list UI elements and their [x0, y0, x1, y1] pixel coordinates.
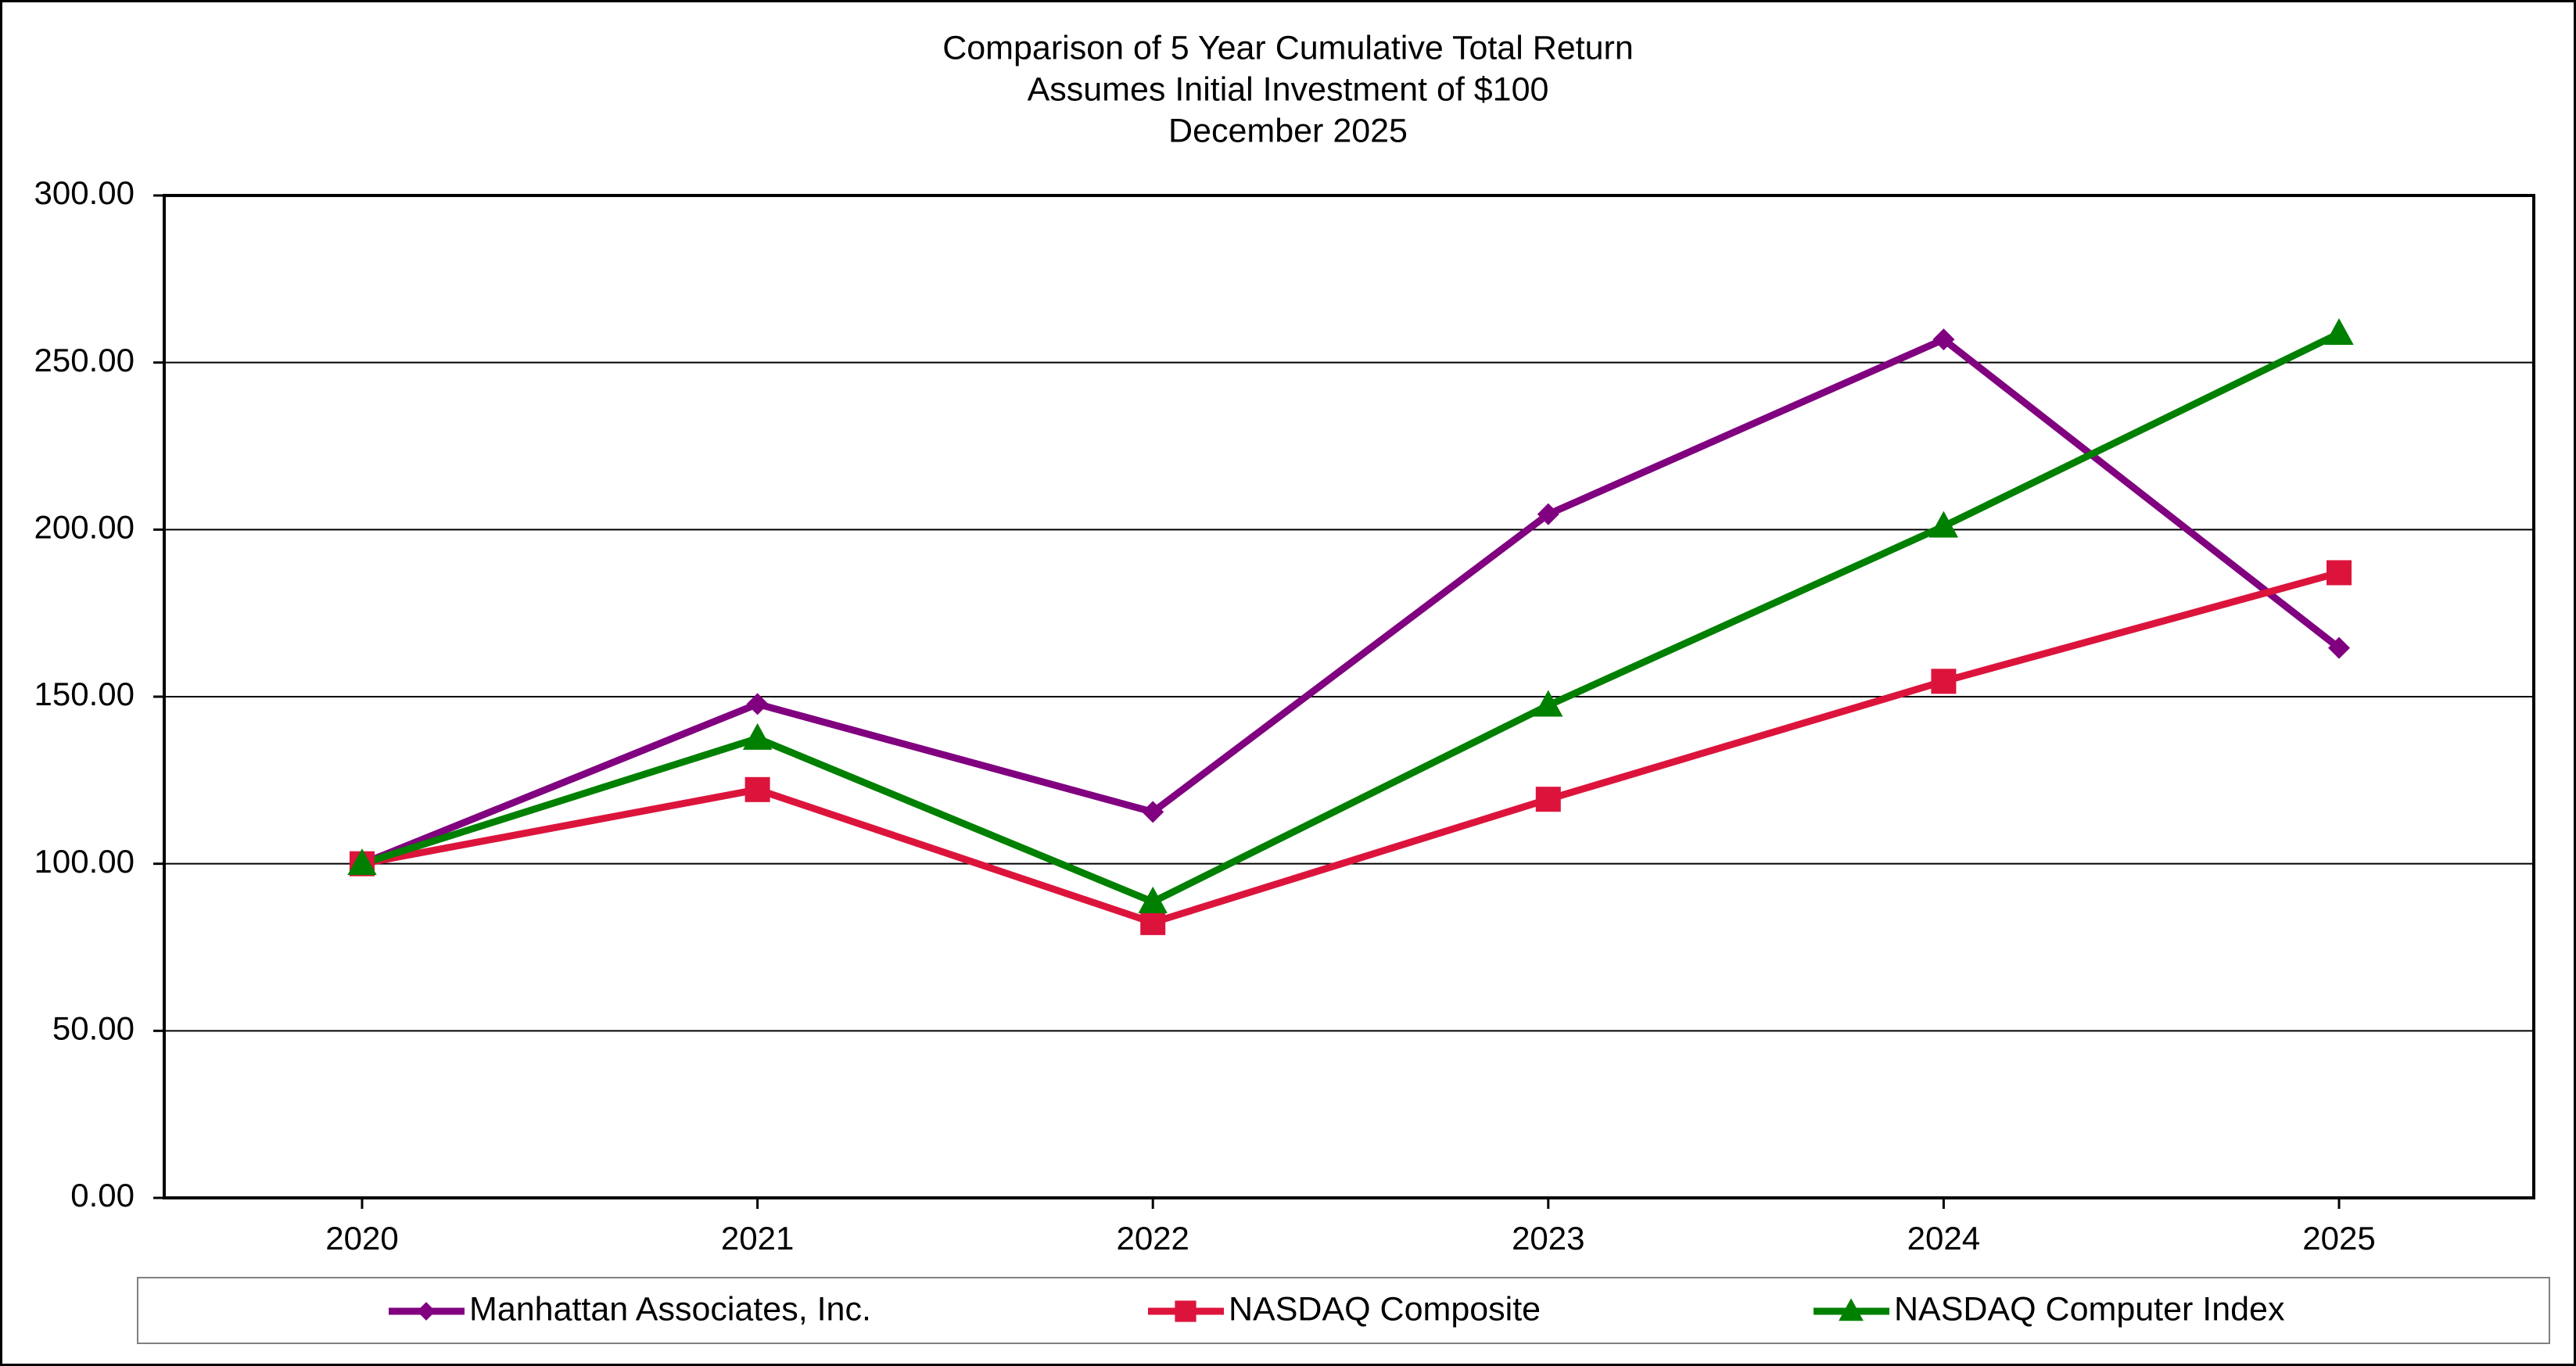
series-1-point — [746, 693, 769, 715]
series-2-point — [1140, 909, 1166, 935]
chart-title-line-1: Comparison of 5 Year Cumulative Total Re… — [942, 29, 1634, 66]
series-2-point — [1535, 787, 1561, 812]
legend-marker — [417, 1302, 436, 1321]
legend-box — [137, 1277, 2550, 1344]
series-1-point — [1537, 503, 1559, 525]
series-3-point — [1534, 690, 1563, 717]
y-tick-label: 200.00 — [34, 508, 135, 545]
chart-title-line-2: Assumes Initial Investment of $100 — [1028, 70, 1549, 108]
y-tick-label: 100.00 — [34, 843, 135, 880]
x-tick-label: 2025 — [2302, 1220, 2375, 1257]
series-line-2 — [361, 569, 2341, 927]
legend-label: Manhattan Associates, Inc. — [469, 1290, 871, 1328]
x-tick-label: 2021 — [721, 1220, 794, 1257]
series-2-point — [1931, 669, 1957, 694]
y-tick-label: 300.00 — [34, 174, 135, 211]
x-tick-label: 2020 — [325, 1220, 398, 1257]
x-tick-label: 2024 — [1907, 1220, 1980, 1257]
legend-marker — [1175, 1300, 1197, 1322]
series-2-point — [744, 776, 770, 802]
x-tick-label: 2022 — [1116, 1220, 1189, 1257]
x-tick-label: 2023 — [1512, 1220, 1584, 1257]
chart-title-line-3: December 2025 — [1168, 112, 1408, 149]
y-tick-label: 50.00 — [52, 1009, 135, 1046]
series-line-3 — [361, 330, 2341, 905]
legend-marker — [1839, 1298, 1864, 1321]
series-1-point — [1932, 328, 1955, 351]
legend-label: NASDAQ Composite — [1229, 1290, 1541, 1328]
legend-label: NASDAQ Computer Index — [1894, 1290, 2285, 1328]
series-3-point — [742, 722, 773, 750]
plot-border — [163, 194, 2535, 1199]
series-1-point — [2328, 636, 2350, 659]
series-1-point — [1142, 801, 1164, 823]
series-3-point — [1138, 886, 1168, 913]
series-3-point — [347, 848, 377, 876]
series-2-point — [2327, 560, 2352, 586]
series-3-point — [2324, 317, 2354, 345]
y-tick-label: 250.00 — [34, 342, 135, 378]
y-tick-label: 150.00 — [34, 676, 135, 712]
series-3-point — [1928, 511, 1959, 538]
y-tick-label: 0.00 — [70, 1177, 135, 1214]
series-line-1 — [361, 335, 2341, 867]
